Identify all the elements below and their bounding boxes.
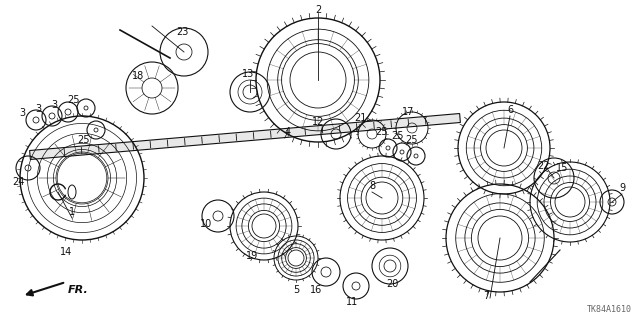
- Text: 25: 25: [68, 95, 80, 105]
- Text: TK84A1610: TK84A1610: [587, 305, 632, 314]
- Text: 25: 25: [77, 135, 90, 145]
- Text: 3: 3: [35, 104, 41, 114]
- Text: 3: 3: [51, 100, 57, 110]
- Text: 17: 17: [402, 107, 414, 117]
- Text: 9: 9: [619, 183, 625, 193]
- Text: 16: 16: [310, 285, 322, 295]
- Text: 13: 13: [242, 69, 254, 79]
- Text: 19: 19: [246, 251, 258, 261]
- Text: 8: 8: [369, 181, 375, 191]
- Text: 1: 1: [69, 207, 75, 217]
- Text: 25: 25: [376, 127, 388, 137]
- Text: 24: 24: [12, 177, 24, 187]
- Text: FR.: FR.: [68, 285, 89, 295]
- Polygon shape: [29, 114, 460, 159]
- Text: 23: 23: [176, 27, 188, 37]
- Text: 4: 4: [285, 127, 291, 137]
- Text: 3: 3: [19, 108, 25, 118]
- Text: 15: 15: [556, 163, 568, 173]
- Text: 21: 21: [354, 113, 366, 123]
- Text: 14: 14: [60, 247, 72, 257]
- Text: 18: 18: [132, 71, 144, 81]
- Text: 12: 12: [312, 117, 324, 127]
- Text: 5: 5: [293, 285, 299, 295]
- Text: 2: 2: [315, 5, 321, 15]
- Text: 10: 10: [200, 219, 212, 229]
- Text: 7: 7: [483, 291, 489, 301]
- Text: 25: 25: [406, 135, 419, 145]
- Text: 6: 6: [507, 105, 513, 115]
- Text: 22: 22: [538, 161, 550, 171]
- Text: 25: 25: [392, 131, 404, 141]
- Text: 11: 11: [346, 297, 358, 307]
- Text: 20: 20: [386, 279, 398, 289]
